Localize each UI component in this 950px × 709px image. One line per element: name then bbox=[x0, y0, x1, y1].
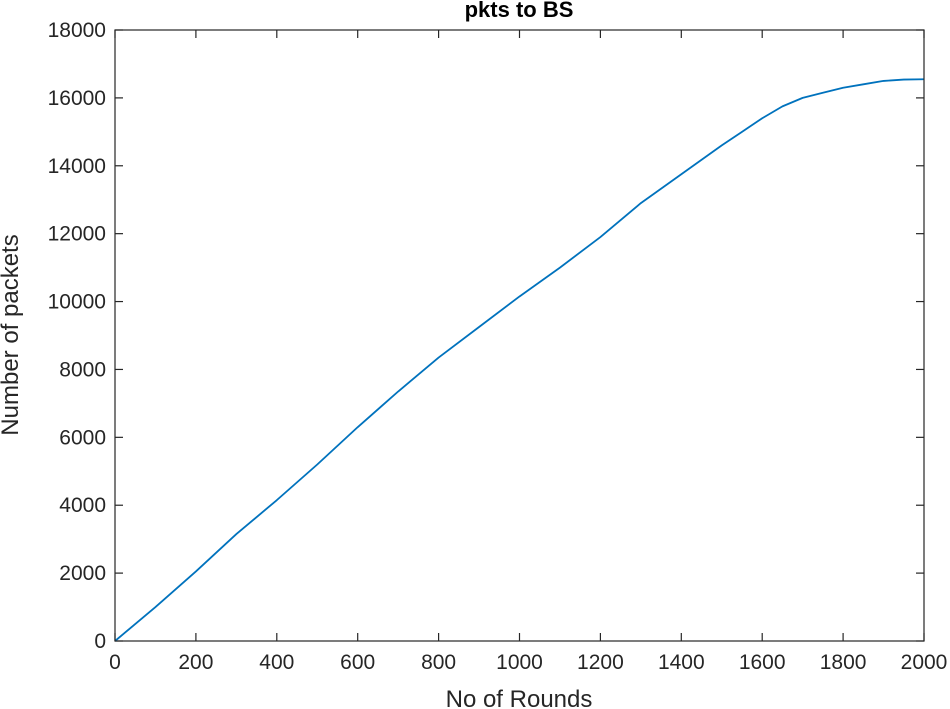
x-tick-label: 1800 bbox=[820, 651, 867, 674]
y-tick-label: 0 bbox=[94, 630, 106, 653]
y-tick-label: 4000 bbox=[59, 494, 106, 517]
plot-border bbox=[114, 29, 925, 642]
x-axis-label: No of Rounds bbox=[446, 686, 593, 709]
x-tick-label: 1400 bbox=[658, 651, 705, 674]
plot-area bbox=[115, 30, 924, 641]
y-axis-label: Number of packets bbox=[0, 234, 24, 435]
x-tick-label: 2000 bbox=[901, 651, 948, 674]
y-tick-label: 2000 bbox=[59, 562, 106, 585]
x-tick-label: 600 bbox=[340, 651, 375, 674]
x-tick-label: 200 bbox=[178, 651, 213, 674]
series-line-0 bbox=[114, 78, 925, 642]
y-tick-label: 10000 bbox=[48, 291, 106, 314]
chart-title: pkts to BS bbox=[465, 0, 574, 22]
y-tick-label: 14000 bbox=[48, 155, 106, 178]
y-tick-label: 8000 bbox=[59, 358, 106, 381]
series-group bbox=[114, 78, 925, 642]
y-tick-label: 18000 bbox=[48, 19, 106, 42]
x-tick-label: 0 bbox=[109, 651, 121, 674]
x-tick-label: 1200 bbox=[577, 651, 624, 674]
y-tick-label: 12000 bbox=[48, 223, 106, 246]
x-tick-label: 1600 bbox=[739, 651, 786, 674]
y-tick-label: 6000 bbox=[59, 426, 106, 449]
x-tick-label: 400 bbox=[259, 651, 294, 674]
x-tick-label: 1000 bbox=[496, 651, 543, 674]
x-tick-label: 800 bbox=[421, 651, 456, 674]
axis-ticks: 0 200 400 600 800 1000 1200 1400 1600 1800 2000 0 20… bbox=[48, 19, 948, 674]
y-tick-label: 16000 bbox=[48, 87, 106, 110]
